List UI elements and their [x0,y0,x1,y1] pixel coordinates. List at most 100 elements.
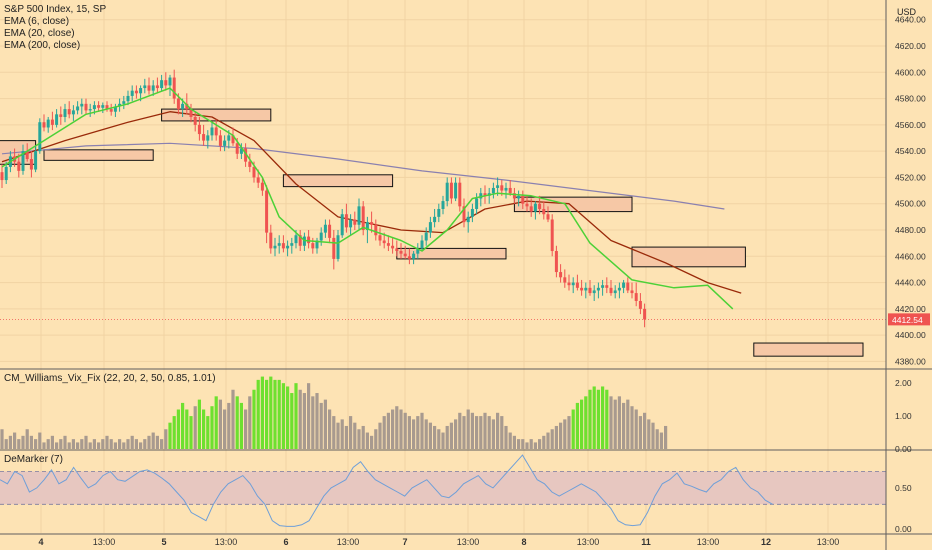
candle-body [286,245,290,249]
candle-body [84,103,88,111]
vix-tick-label: 1.00 [895,411,912,421]
candle-body [290,243,294,246]
candle-body [475,198,479,209]
candle-body [407,256,411,259]
vix-bar [84,435,88,449]
candle-body [67,109,71,115]
vix-pane[interactable] [0,376,668,449]
candle-body [168,77,172,86]
candle-body [105,105,109,110]
vix-bar [50,435,54,449]
vix-bar [164,429,168,449]
candle-body [479,193,483,199]
candle-body [71,110,75,115]
vix-bar [647,419,651,449]
candle-body [538,203,542,209]
x-axis-label: 11 [641,537,651,547]
currency-label: USD [896,7,916,17]
price-tick-label: 4440.00 [895,278,926,288]
grid-lines [0,0,886,533]
candle-body [109,109,113,112]
vix-bar [487,416,491,449]
vix-bar [361,425,365,449]
candle-body [126,95,130,102]
vix-bar [659,432,663,449]
vix-legend: CM_Williams_Vix_Fix (22, 20, 2, 50, 0.85… [4,373,216,384]
candle-body [55,114,59,125]
candle-body [554,251,558,273]
vix-bar [491,419,495,449]
candle-body [88,109,92,111]
vix-bar [428,422,432,449]
vix-bar [592,386,596,449]
vix-bar [634,409,638,449]
x-axis-label: 12 [761,537,771,547]
vix-bar [378,422,382,449]
vix-bar [227,402,231,449]
candle-body [227,135,231,141]
candle-body [269,232,273,249]
price-pane[interactable] [0,69,886,357]
vix-bar [311,396,315,449]
candle-body [533,203,537,212]
candle-body [458,182,462,207]
vix-bar [454,419,458,449]
candle-body [202,134,206,141]
vix-bar [575,402,579,449]
candle-body [357,206,361,225]
vix-bar [97,442,101,449]
zone-box [753,342,864,357]
vix-bar [483,412,487,449]
candle-body [437,208,441,217]
candle-body [244,148,248,162]
candle-body [491,187,495,194]
vix-bar [176,409,180,449]
candle-body [34,151,38,170]
vix-bar [500,416,504,449]
vix-bar [584,396,588,449]
candle-body [281,243,285,249]
candle-body [239,148,243,154]
vix-bar [189,416,193,449]
price-tick-label: 4520.00 [895,172,926,182]
vix-bar [420,412,424,449]
candle-body [508,187,512,194]
vix-bar [151,432,155,449]
price-tick-label: 4620.00 [895,41,926,51]
candle-body [601,285,605,288]
x-axis-label: 5 [161,537,166,547]
candle-body [214,127,218,136]
candle-body [143,85,147,89]
candle-body [122,101,126,104]
vix-bar [130,435,134,449]
vix-bar [475,416,479,449]
price-tick-label: 4400.00 [895,330,926,340]
candle-body [63,109,67,117]
vix-bar [622,402,626,449]
price-tick-label: 4580.00 [895,94,926,104]
candle-body [336,235,340,259]
candle-body [25,151,29,160]
vix-bar [571,409,575,449]
ema-200-label: EMA (200, close) [4,40,81,51]
vix-bar [29,435,33,449]
vix-bar [399,409,403,449]
candle-body [29,159,33,170]
vix-bar [17,439,21,449]
vix-bar [403,412,407,449]
candle-body [575,282,579,288]
candle-body [424,232,428,241]
vix-bar [269,376,273,449]
candle-body [181,103,185,110]
vix-bar [101,439,105,449]
candle-body [50,119,54,125]
vix-bar [202,409,206,449]
demarker-pane[interactable] [0,454,886,527]
candle-body [172,77,176,99]
vix-bar [336,422,340,449]
demarker-tick-label: 0.50 [895,483,912,493]
vix-bar [193,406,197,449]
candle-body [412,253,416,259]
candle-body [323,224,327,233]
